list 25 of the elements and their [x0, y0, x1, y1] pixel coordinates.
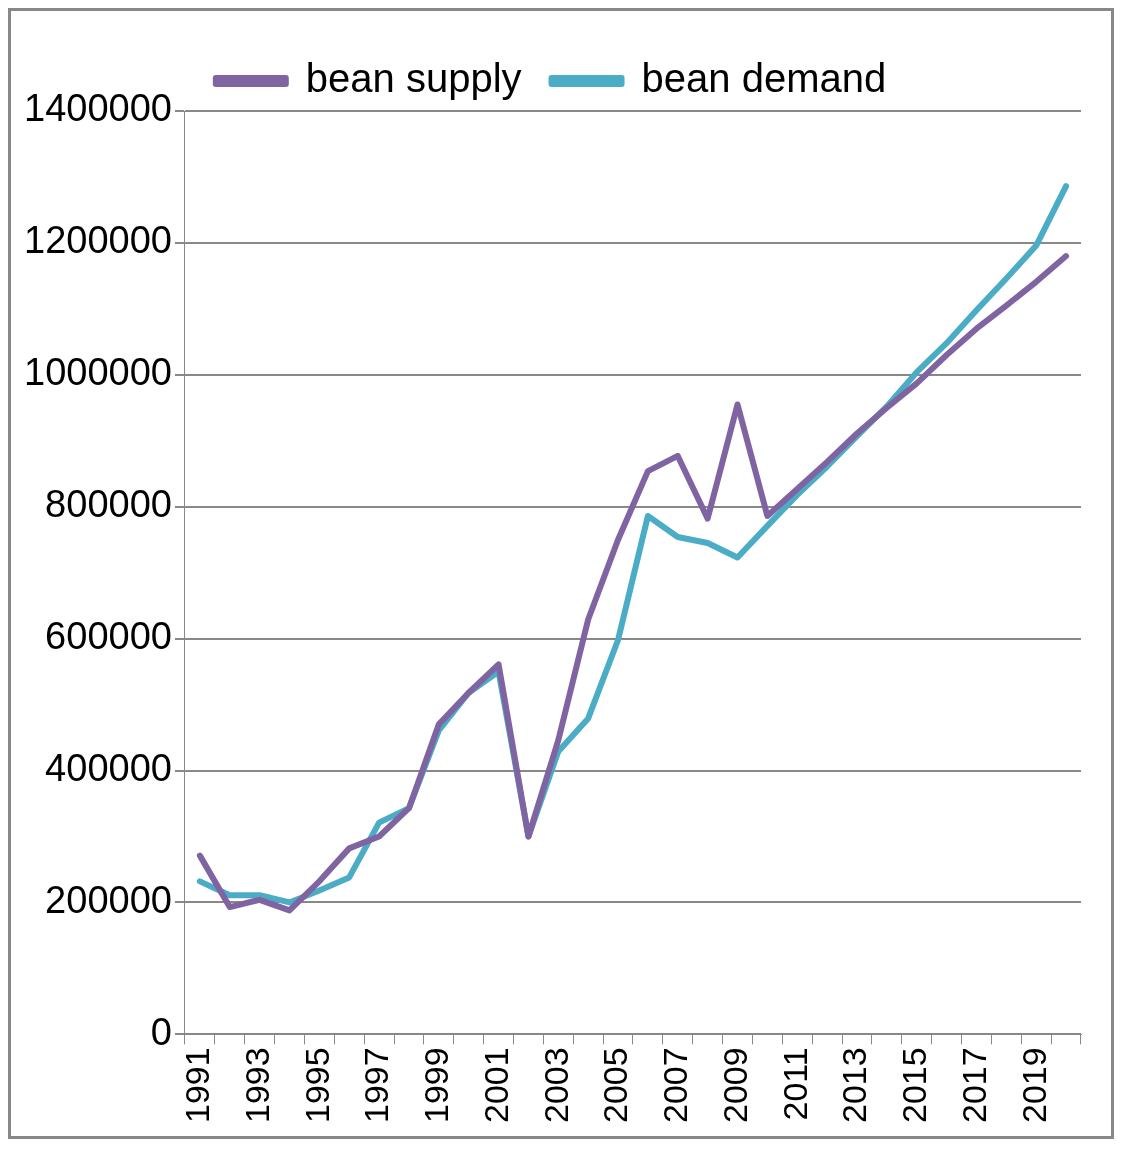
y-tick-label: 1200000: [24, 219, 172, 262]
y-tick-label: 400000: [45, 747, 172, 790]
x-tick-label: 1995: [297, 1047, 336, 1123]
x-tick-label: 2015: [895, 1047, 934, 1123]
x-tick-label: 2013: [835, 1047, 874, 1123]
x-tick-label: 1999: [417, 1047, 456, 1123]
legend-label: bean supply: [305, 56, 522, 101]
y-tick-label: 0: [150, 1010, 172, 1053]
x-tick-label: 2011: [775, 1047, 814, 1121]
x-tick-label: 2019: [1014, 1047, 1053, 1123]
y-tick-label: 1000000: [24, 351, 172, 394]
y-tick-label: 600000: [45, 615, 172, 658]
legend-label: bean demand: [641, 56, 887, 101]
y-tick-label: 1400000: [24, 87, 172, 130]
x-tick-label: 2001: [476, 1047, 515, 1123]
x-tick-label: 2003: [536, 1047, 575, 1123]
y-tick-label: 800000: [45, 483, 172, 526]
y-tick-label: 200000: [45, 878, 172, 921]
x-tick-label: 1997: [357, 1047, 396, 1123]
x-tick-label: 1991: [178, 1047, 217, 1123]
x-tick-label: 2007: [656, 1047, 695, 1123]
x-tick-label: 1993: [237, 1047, 276, 1123]
x-tick-label: 2005: [596, 1047, 635, 1123]
x-tick-label: 2017: [954, 1047, 993, 1123]
x-tick-label: 2009: [715, 1047, 754, 1123]
